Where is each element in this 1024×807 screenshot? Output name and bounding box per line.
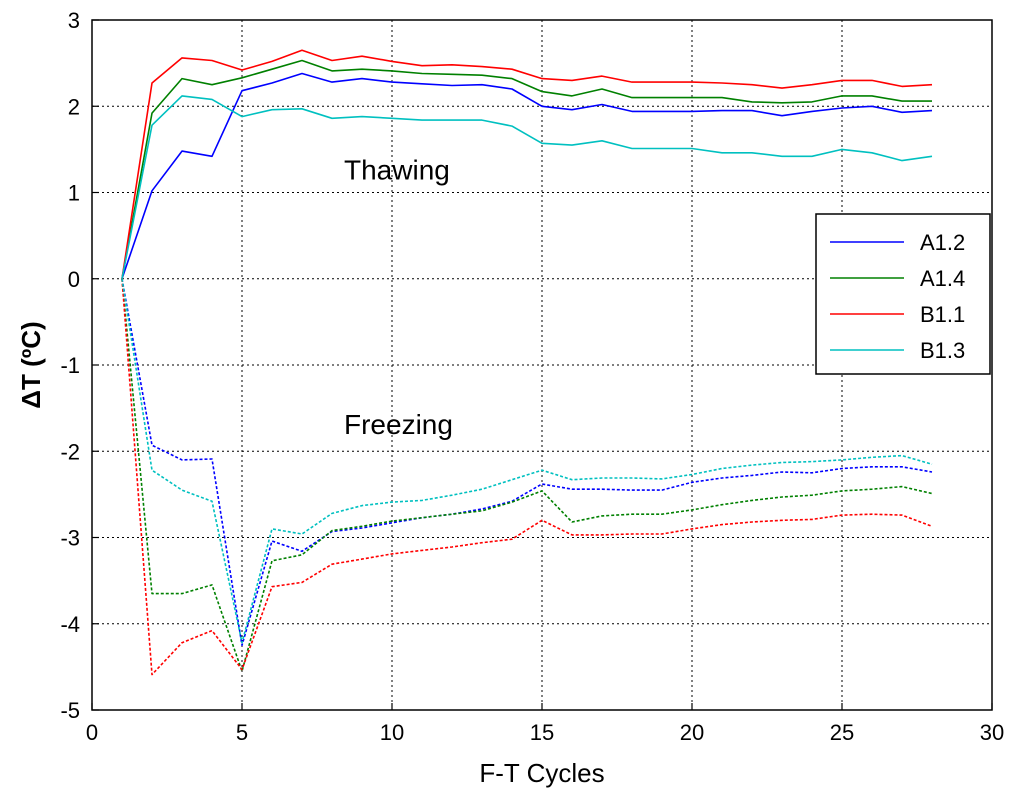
y-tick-label: -5 — [60, 698, 80, 723]
series-line-B1-3-thawing — [121, 95, 933, 279]
y-tick-label: -3 — [60, 526, 80, 551]
x-tick-label: 20 — [680, 720, 704, 745]
legend: A1.2 A1.4 B1.1 B1.3 — [815, 213, 991, 375]
legend-entry-label: A1.4 — [920, 266, 965, 291]
x-tick-label: 10 — [380, 720, 404, 745]
annotation-freezing: Freezing — [344, 409, 453, 440]
y-tick-label: -2 — [60, 439, 80, 464]
x-axis-label: F-T Cycles — [479, 758, 604, 788]
series-line-A1-4-freezing — [121, 278, 933, 673]
x-tick-label: 25 — [830, 720, 854, 745]
series-line-A1-2-thawing — [121, 72, 933, 280]
x-tick-label: 30 — [980, 720, 1004, 745]
y-tick-label: 2 — [68, 94, 80, 119]
x-tick-label: 5 — [236, 720, 248, 745]
y-tick-label: 0 — [68, 267, 80, 292]
y-tick-label: 3 — [68, 8, 80, 33]
y-tick-label: -4 — [60, 612, 80, 637]
series-line-B1-3-freezing — [121, 278, 933, 644]
series-line-A1-4-thawing — [121, 59, 932, 279]
x-tick-label: 0 — [86, 720, 98, 745]
y-axis-label: ΔT (ºC) — [16, 321, 46, 408]
y-tick-label: -1 — [60, 353, 80, 378]
series-group — [121, 49, 933, 676]
x-tick-label: 15 — [530, 720, 554, 745]
series-line-A1-2-freezing — [121, 278, 933, 647]
legend-box — [815, 213, 991, 375]
series-line-B1-1-thawing — [121, 49, 933, 279]
legend-entry-label: A1.2 — [920, 230, 965, 255]
y-tick-label: 1 — [68, 181, 80, 206]
legend-entry-label: B1.3 — [920, 338, 965, 363]
axis-ticks: 0 5 10 15 20 25 30 -5 -4 -3 -2 -1 0 1 2 3 — [60, 8, 1004, 745]
series-line-B1-1-freezing — [121, 278, 933, 676]
annotation-thawing: Thawing — [344, 155, 450, 186]
legend-entry-label: B1.1 — [920, 302, 965, 327]
